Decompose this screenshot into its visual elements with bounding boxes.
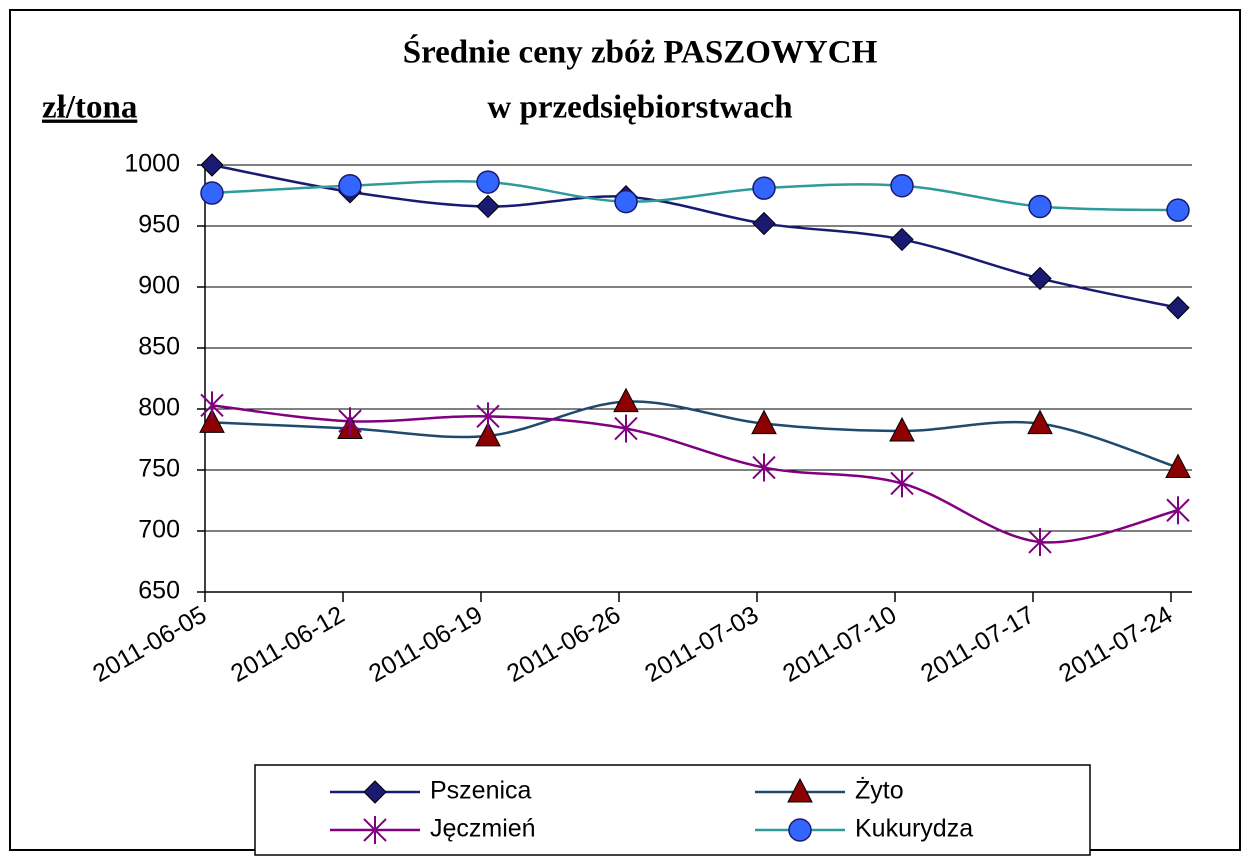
legend-marker: [787, 777, 813, 803]
marker: [752, 176, 776, 200]
legend-marker: [363, 780, 387, 804]
marker: [614, 189, 638, 214]
marker: [890, 227, 914, 252]
y-axis-label: zł/tona: [42, 90, 137, 126]
marker: [1165, 453, 1191, 479]
y-tick-label: 750: [138, 455, 180, 483]
marker: [338, 407, 362, 436]
legend-marker: [788, 818, 812, 842]
y-tick-label: 650: [138, 577, 180, 605]
marker: [889, 416, 915, 442]
series-line: [211, 180, 1179, 212]
marker: [476, 170, 500, 194]
marker: [1028, 527, 1052, 556]
legend-label: Kukurydza: [855, 815, 973, 843]
marker: [338, 173, 362, 198]
marker: [199, 408, 225, 433]
y-tick-label: 1000: [124, 150, 180, 178]
marker: [1166, 198, 1190, 222]
legend-label: Żyto: [855, 776, 904, 805]
y-tick-label: 850: [138, 333, 180, 361]
marker: [1027, 409, 1053, 435]
series-line: [211, 163, 1179, 309]
marker: [200, 181, 224, 205]
chart-title: Średnie ceny zbóż PASZOWYCH: [403, 33, 878, 71]
marker: [751, 409, 777, 435]
marker: [1166, 296, 1190, 320]
marker: [890, 469, 914, 498]
marker: [1028, 194, 1052, 219]
marker: [890, 173, 914, 198]
legend-label: Jęczmień: [430, 815, 536, 843]
marker: [476, 194, 500, 219]
series-line: [211, 400, 1179, 469]
legend-label: Pszenica: [430, 777, 532, 805]
marker: [613, 387, 639, 413]
y-tick-label: 800: [138, 394, 180, 422]
marker: [614, 414, 638, 443]
marker: [752, 211, 776, 236]
legend: [254, 764, 1091, 856]
marker: [1166, 496, 1190, 525]
marker: [475, 421, 501, 447]
chart-subtitle: w przedsiębiorstwach: [487, 90, 792, 126]
marker: [200, 153, 224, 177]
y-tick-label: 900: [138, 272, 180, 300]
y-tick-label: 950: [138, 211, 180, 239]
marker: [200, 391, 224, 420]
series-line: [211, 404, 1179, 544]
marker: [752, 453, 776, 482]
marker: [1028, 266, 1052, 291]
y-tick-label: 700: [138, 516, 180, 544]
legend-marker: [363, 816, 387, 844]
marker: [476, 402, 500, 431]
